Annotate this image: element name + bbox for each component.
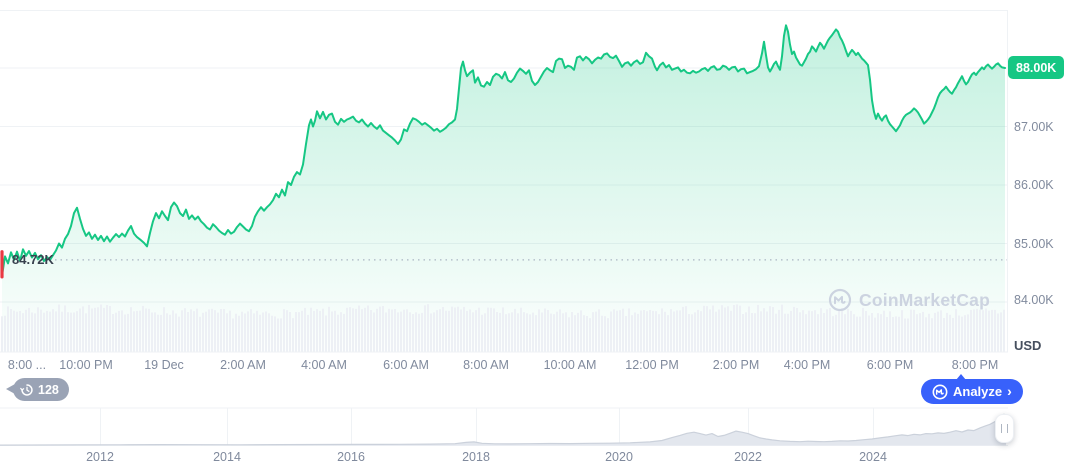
coinmarketcap-watermark: CoinMarketCap: [828, 288, 990, 312]
y-tick-87k: 87.00K: [1014, 120, 1054, 134]
x-tick-6: 8:00 AM: [463, 358, 509, 372]
current-price-badge: 88.00K: [1008, 56, 1065, 79]
watermark-text: CoinMarketCap: [859, 289, 990, 310]
x-tick-12: 8:00 PM: [951, 358, 999, 372]
price-chart-canvas[interactable]: [0, 0, 1072, 407]
x-tick-8: 12:00 PM: [625, 358, 679, 372]
x-tick-0: 8:00 ...: [7, 358, 47, 372]
reference-price-label: 84.72K: [12, 252, 54, 267]
nav-year-2024: 2024: [859, 450, 887, 464]
analyze-button[interactable]: Analyze ›: [921, 374, 1023, 404]
current-price-value: 88.00K: [1016, 60, 1057, 75]
watchers-badge[interactable]: 128: [6, 378, 69, 401]
range-navigator-canvas[interactable]: [0, 407, 1072, 470]
x-tick-1: 10:00 PM: [59, 358, 113, 372]
x-tick-9: 2:00 PM: [712, 358, 760, 372]
y-tick-85k: 85.00K: [1014, 237, 1054, 251]
history-icon: [20, 383, 34, 397]
nav-year-2014: 2014: [213, 450, 241, 464]
nav-year-2016: 2016: [337, 450, 365, 464]
cmc-logo-icon: [828, 288, 852, 312]
analyze-button-label: Analyze: [953, 384, 1003, 399]
navigator-range-handle[interactable]: [995, 414, 1014, 443]
cmc-logo-icon: [932, 384, 948, 400]
x-tick-4: 4:00 AM: [301, 358, 347, 372]
x-tick-7: 10:00 AM: [543, 358, 597, 372]
x-tick-2: 19 Dec: [144, 358, 184, 372]
nav-year-2020: 2020: [605, 450, 633, 464]
y-tick-84k: 84.00K: [1014, 293, 1054, 307]
x-tick-5: 6:00 AM: [383, 358, 429, 372]
x-tick-10: 4:00 PM: [783, 358, 831, 372]
watchers-count: 128: [38, 382, 59, 397]
nav-year-2012: 2012: [86, 450, 114, 464]
chevron-right-icon: ›: [1007, 383, 1012, 399]
grip-icon: [1001, 424, 1008, 433]
nav-year-2022: 2022: [734, 450, 762, 464]
currency-unit-label: USD: [1014, 338, 1042, 353]
x-tick-3: 2:00 AM: [220, 358, 266, 372]
x-tick-11: 6:00 PM: [866, 358, 914, 372]
y-tick-86k: 86.00K: [1014, 178, 1054, 192]
nav-year-2018: 2018: [462, 450, 490, 464]
